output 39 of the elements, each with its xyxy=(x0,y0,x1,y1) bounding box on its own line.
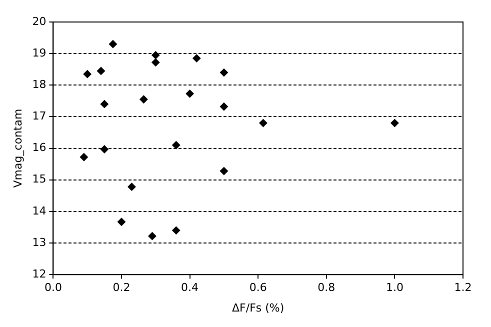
point xyxy=(390,119,399,128)
y-tick-label: 17 xyxy=(32,110,46,123)
x-axis-title: ΔF/Fs (%) xyxy=(232,301,284,314)
y-tick-label: 13 xyxy=(32,236,46,249)
point xyxy=(220,102,228,111)
point xyxy=(80,153,88,162)
point xyxy=(186,90,194,98)
point xyxy=(152,58,160,66)
x-tick-label: 0.0 xyxy=(44,281,62,294)
point xyxy=(152,51,160,60)
y-tick-label: 16 xyxy=(32,141,46,154)
y-tick-label: 14 xyxy=(32,204,46,218)
y-tick-label: 19 xyxy=(32,46,46,60)
point xyxy=(220,68,228,77)
x-tick-label: 0.4 xyxy=(181,281,199,294)
y-tick-label: 20 xyxy=(32,14,46,28)
point xyxy=(140,95,148,104)
point xyxy=(220,167,228,176)
x-tick-label: 1.0 xyxy=(386,281,404,294)
x-tick-label: 0.6 xyxy=(249,281,267,294)
y-axis-title: Vmag_contam xyxy=(11,108,24,188)
point xyxy=(259,119,268,128)
point xyxy=(192,54,201,62)
x-tick-label: 0.8 xyxy=(318,281,336,294)
y-tick-label: 12 xyxy=(32,267,46,280)
x-tick-label: 1.2 xyxy=(454,281,472,294)
point xyxy=(83,70,92,78)
point xyxy=(148,232,156,240)
point xyxy=(108,40,117,48)
point xyxy=(172,226,180,234)
y-tick-label: 15 xyxy=(32,172,46,186)
x-tick-label: 0.2 xyxy=(112,281,130,294)
point xyxy=(100,100,108,108)
point xyxy=(128,182,136,191)
point xyxy=(172,141,180,150)
point xyxy=(97,66,106,75)
y-tick-label: 18 xyxy=(32,78,46,92)
point xyxy=(118,218,126,226)
point xyxy=(100,145,108,154)
